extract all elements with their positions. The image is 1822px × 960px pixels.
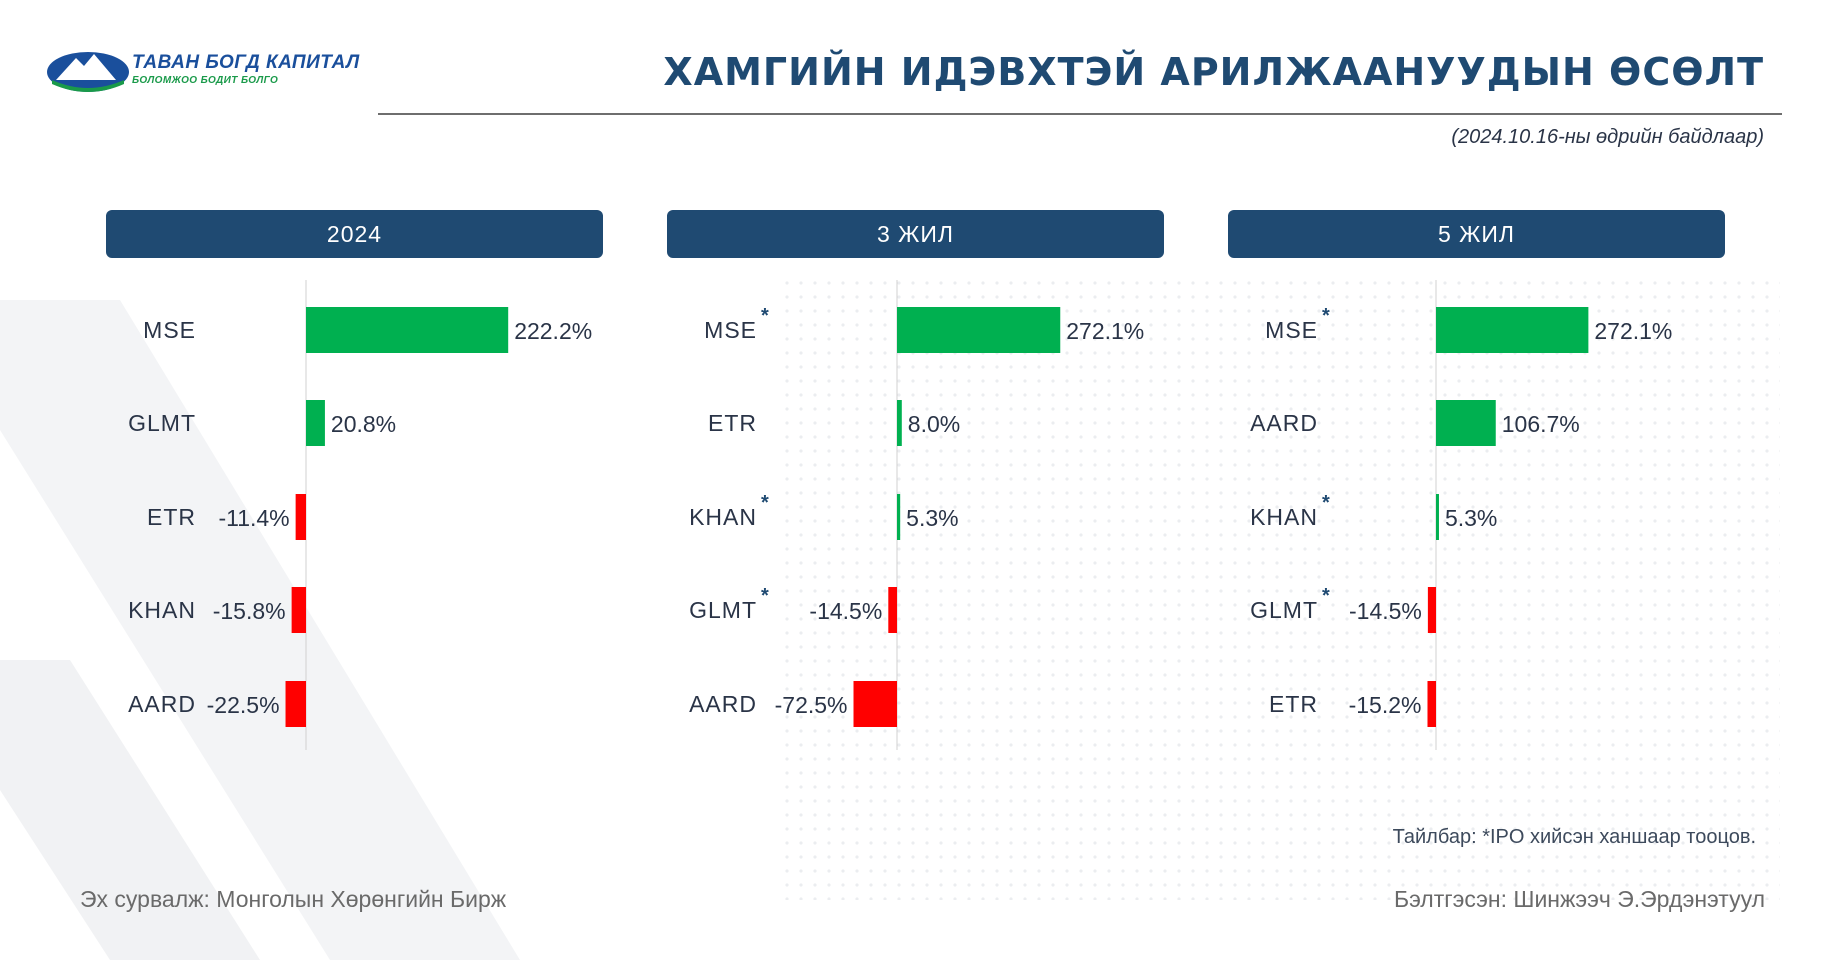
- category-label-glmt: GLMT: [1250, 597, 1318, 623]
- category-label-mse: MSE: [704, 317, 757, 343]
- bar-chart-5-year: 272.1%MSE*106.7%AARD5.3%KHAN*-14.5%GLMT*…: [1250, 280, 1672, 750]
- bar-etr: [295, 494, 306, 540]
- bar-mse: [1436, 307, 1589, 353]
- ipo-asterisk: *: [761, 492, 769, 514]
- logo-name: ТАВАН БОГД КАПИТАЛ: [132, 52, 360, 73]
- ipo-note: Тайлбар: *IPO хийсэн ханшаар тооцов.: [1392, 826, 1756, 848]
- bar-etr: [897, 400, 902, 446]
- value-label-aard: 106.7%: [1502, 411, 1580, 437]
- ipo-asterisk: *: [1322, 492, 1330, 514]
- value-label-etr: 8.0%: [908, 411, 960, 437]
- bar-glmt: [306, 400, 325, 446]
- category-label-etr: ETR: [708, 410, 757, 436]
- category-label-glmt: GLMT: [128, 410, 196, 436]
- bar-khan: [1436, 494, 1439, 540]
- ipo-asterisk: *: [1322, 305, 1330, 327]
- panel-header-2024: 2024: [106, 210, 603, 258]
- logo-slogan: БОЛОМЖОО БОДИТ БОЛГО: [132, 75, 279, 86]
- value-label-aard: -72.5%: [775, 692, 848, 718]
- bar-aard: [285, 681, 306, 727]
- panel-header-3-year: 3 ЖИЛ: [667, 210, 1164, 258]
- value-label-etr: -15.2%: [1349, 692, 1422, 718]
- bar-khan: [291, 587, 306, 633]
- title-divider: [378, 113, 1782, 115]
- value-label-etr: -11.4%: [218, 505, 289, 531]
- bar-khan: [897, 494, 901, 540]
- value-label-mse: 272.1%: [1066, 318, 1144, 344]
- bar-mse: [306, 307, 509, 353]
- bar-chart-3-year: 272.1%MSE*8.0%ETR5.3%KHAN*-14.5%GLMT*-72…: [689, 280, 1144, 750]
- prepared-by: Бэлтгэсэн: Шинжээч Э.Эрдэнэтуул: [1393, 886, 1765, 912]
- category-label-aard: AARD: [689, 691, 757, 717]
- bar-aard: [853, 681, 897, 727]
- category-label-mse: MSE: [143, 317, 196, 343]
- category-label-etr: ETR: [1269, 691, 1318, 717]
- date-note: (2024.10.16-ны өдрийн байдлаар): [1451, 126, 1764, 148]
- value-label-glmt: -14.5%: [809, 598, 882, 624]
- value-label-khan: -15.8%: [213, 598, 286, 624]
- bar-glmt: [888, 587, 897, 633]
- category-label-etr: ETR: [147, 504, 196, 530]
- value-label-khan: 5.3%: [1445, 505, 1497, 531]
- bar-etr: [1427, 681, 1436, 727]
- bar-glmt: [1427, 587, 1436, 633]
- mountain-logo-icon: [47, 52, 129, 92]
- value-label-glmt: 20.8%: [331, 411, 396, 437]
- category-label-glmt: GLMT: [689, 597, 757, 623]
- data-source: Эх сурвалж: Монголын Хөрөнгийн Бирж: [80, 886, 507, 912]
- company-logo: ТАВАН БОГД КАПИТАЛ БОЛОМЖОО БОДИТ БОЛГО: [46, 44, 359, 94]
- panel-header-5-year: 5 ЖИЛ: [1228, 210, 1725, 258]
- category-label-aard: AARD: [1250, 410, 1318, 436]
- page-title: ХАМГИЙН ИДЭВХТЭЙ АРИЛЖААНУУДЫН ӨСӨЛТ: [663, 50, 1764, 94]
- value-label-glmt: -14.5%: [1349, 598, 1422, 624]
- ipo-asterisk: *: [1322, 585, 1330, 607]
- value-label-aard: -22.5%: [207, 692, 280, 718]
- category-label-khan: KHAN: [689, 504, 757, 530]
- category-label-khan: KHAN: [1250, 504, 1318, 530]
- bar-chart-2024: 222.2% MSE 20.8% GLMT -11.4% ETR -15.8% KHAN -22…: [128, 280, 592, 750]
- category-label-mse: MSE: [1265, 317, 1318, 343]
- value-label-mse: 272.1%: [1594, 318, 1672, 344]
- value-label-mse: 222.2%: [514, 318, 592, 344]
- bar-aard: [1436, 400, 1496, 446]
- ipo-asterisk: *: [761, 305, 769, 327]
- value-label-khan: 5.3%: [906, 505, 958, 531]
- category-label-aard: AARD: [128, 691, 196, 717]
- ipo-asterisk: *: [761, 585, 769, 607]
- bar-mse: [897, 307, 1061, 353]
- category-label-khan: KHAN: [128, 597, 196, 623]
